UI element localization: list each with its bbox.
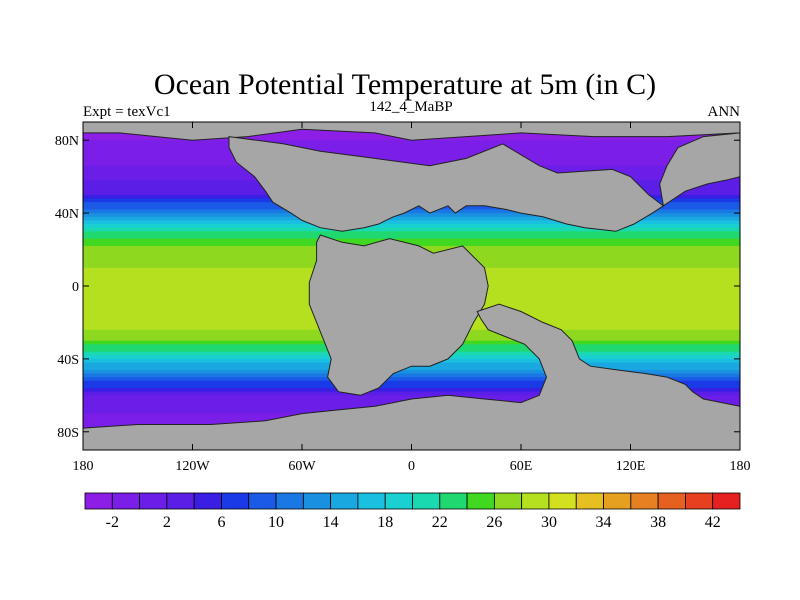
colorbar-swatch <box>166 492 195 510</box>
temperature-band <box>83 231 740 236</box>
x-tick-label: 120E <box>616 459 646 474</box>
temperature-band <box>83 220 740 225</box>
colorbar-label: 42 <box>705 514 721 531</box>
colorbar-swatch <box>412 492 441 510</box>
temperature-band <box>83 238 740 243</box>
subtitle-label: 142_4_MaBP <box>369 99 452 115</box>
colorbar-label: 22 <box>432 514 448 531</box>
colorbar-swatch <box>712 492 741 510</box>
colorbar-swatch <box>248 492 277 510</box>
x-tick-label: 0 <box>408 459 415 474</box>
colorbar-swatch <box>630 492 659 510</box>
colorbar-swatch <box>521 492 550 510</box>
colorbar-swatch <box>330 492 359 510</box>
temperature-band <box>83 234 740 240</box>
colorbar-label: 34 <box>596 514 612 531</box>
colorbar-swatch <box>275 492 304 510</box>
colorbar-swatch <box>221 492 250 510</box>
temperature-band <box>83 227 740 232</box>
x-tick-label: 180 <box>73 459 94 474</box>
colorbar-swatch <box>384 492 413 510</box>
x-tick-label: 60W <box>288 459 316 474</box>
colorbar-label: 26 <box>486 514 502 531</box>
x-tick-label: 180 <box>730 459 751 474</box>
colorbar-swatch <box>357 492 386 510</box>
land-north-polar-land <box>83 122 740 141</box>
colorbar-swatch <box>439 492 468 510</box>
x-tick-label: 60E <box>510 459 533 474</box>
colorbar-swatch <box>685 492 714 510</box>
temperature-band <box>83 373 740 378</box>
land-gondwana <box>308 234 489 396</box>
colorbar-swatch <box>111 492 140 510</box>
temperature-band <box>83 147 740 152</box>
colorbar-swatch <box>139 492 168 510</box>
temperature-band <box>83 213 740 218</box>
temperature-band <box>83 377 740 382</box>
temperature-band <box>83 391 740 396</box>
colorbar-swatch <box>603 492 632 510</box>
colorbar-swatch <box>657 492 686 510</box>
y-tick-label: 80S <box>57 426 79 441</box>
colorbar: -2 2 6 10 14 18 22 26 30 34 38 42 <box>84 492 741 531</box>
y-tick-label: 0 <box>72 280 79 295</box>
colorbar-swatch <box>302 492 332 510</box>
map-plot <box>83 122 740 450</box>
colorbar-swatch <box>193 492 222 510</box>
colorbar-swatch <box>575 492 604 510</box>
temperature-band <box>83 151 740 156</box>
land-asia-arm <box>659 132 740 207</box>
temperature-band <box>83 380 740 385</box>
temperature-band <box>83 158 740 163</box>
land-india-australia <box>83 303 740 450</box>
temperature-band <box>83 384 740 389</box>
colorbar-label: 10 <box>268 514 284 531</box>
colorbar-label: 6 <box>217 514 225 531</box>
colorbar-swatch <box>548 492 577 510</box>
y-tick-label: 40S <box>57 353 79 368</box>
chart-title: Ocean Potential Temperature at 5m (in C) <box>154 68 656 101</box>
temperature-band <box>83 395 740 400</box>
colorbar-swatch <box>493 492 523 510</box>
y-tick-label: 40N <box>55 207 79 222</box>
colorbar-swatch <box>84 492 113 510</box>
x-tick-label: 120W <box>175 459 210 474</box>
y-axis: 80N 40N 0 40S 80S <box>55 134 740 441</box>
temperature-band <box>83 216 740 221</box>
colorbar-swatch <box>466 492 495 510</box>
temperature-band <box>83 140 740 145</box>
colorbar-label: 18 <box>377 514 393 531</box>
temperature-band <box>83 224 740 229</box>
temperature-band <box>83 369 740 375</box>
colorbar-label: 2 <box>163 514 171 531</box>
temperature-band <box>83 209 740 214</box>
colorbar-label: -2 <box>106 514 119 531</box>
colorbar-label: 38 <box>650 514 666 531</box>
land-masses <box>83 122 740 450</box>
experiment-label: Expt = texVc1 <box>83 104 171 120</box>
temperature-band <box>83 366 740 371</box>
land-laurasia <box>228 136 665 232</box>
colorbar-label: 30 <box>541 514 557 531</box>
temperature-band <box>83 388 740 393</box>
y-tick-label: 80N <box>55 134 79 149</box>
temperature-band <box>83 154 740 160</box>
x-axis: 180 120W 60W 0 60E 120E 180 <box>73 122 751 474</box>
season-label: ANN <box>708 104 741 120</box>
colorbar-label: 14 <box>323 514 339 531</box>
temperature-band <box>83 143 740 149</box>
